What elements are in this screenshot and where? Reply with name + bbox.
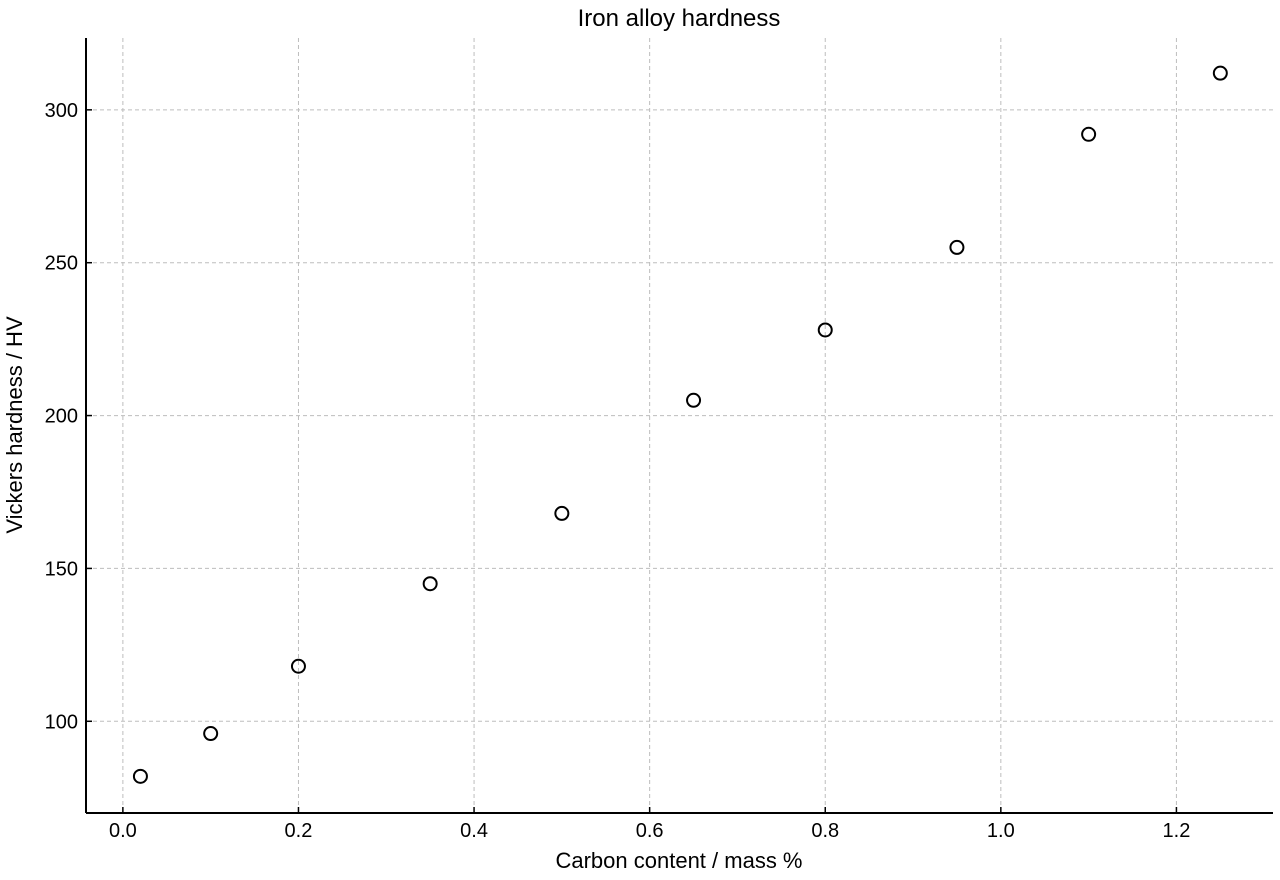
data-point [203,726,219,742]
data-point [817,322,833,338]
y-axis-label: Vickers hardness / HV [2,316,27,534]
x-tick-label: 0.4 [460,820,488,842]
data-point [132,768,148,784]
y-tick-label: 100 [45,711,78,733]
x-tick-label: 1.0 [987,820,1015,842]
grid [86,38,1273,813]
y-tick-label: 250 [45,253,78,275]
y-tick-label: 150 [45,558,78,580]
data-point [290,658,306,674]
data-point [554,505,570,521]
data-point [1081,126,1097,142]
chart-title: Iron alloy hardness [578,5,781,32]
data-point [1212,65,1228,81]
x-axis-label: Carbon content / mass % [555,848,802,873]
y-tick-label: 300 [45,100,78,122]
x-tick-label: 0.8 [811,820,839,842]
data-points [132,65,1228,784]
data-point [686,392,702,408]
x-tick-label: 0.2 [285,820,313,842]
x-tick-label: 0.0 [109,820,137,842]
x-tick-label: 1.2 [1163,820,1191,842]
x-tick-label: 0.6 [636,820,664,842]
axis-ticks: 0.0 0.2 0.4 0.6 0.8 1.0 1.2 100 150 200 250 300 [45,100,1191,842]
y-tick-label: 200 [45,406,78,428]
data-point [949,239,965,255]
data-point [422,576,438,592]
